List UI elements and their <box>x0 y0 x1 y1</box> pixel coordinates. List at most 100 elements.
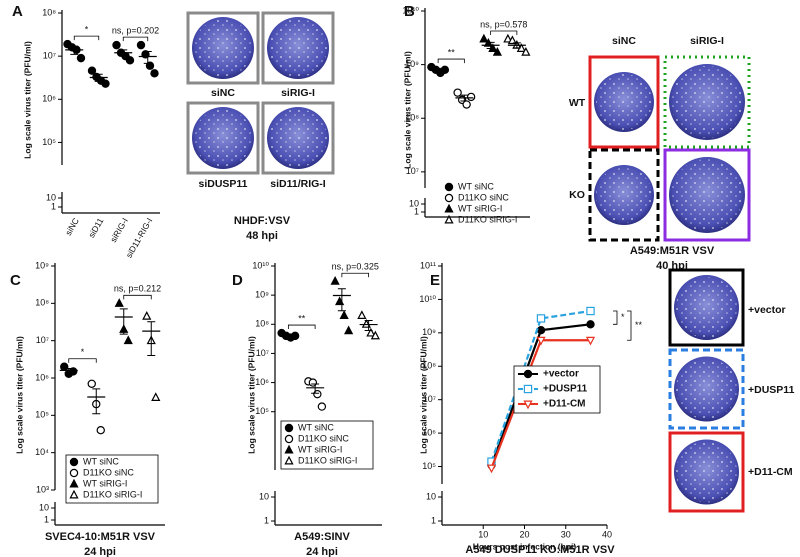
y-tick-label: 10⁸ <box>255 319 269 329</box>
y-tick-label: 1 <box>264 515 269 525</box>
legend-marker <box>444 193 454 203</box>
plate-frame <box>186 11 260 85</box>
significance-bracket <box>490 30 518 36</box>
legend-label: WT siRIG-I <box>83 478 127 488</box>
data-point <box>453 88 462 97</box>
data-point <box>101 79 110 88</box>
data-point <box>151 392 161 402</box>
error-bar <box>119 308 128 335</box>
data-point <box>486 464 497 474</box>
legend-label: +vector <box>543 369 579 380</box>
y-tick-label: 1 <box>44 514 49 524</box>
x-tick-label: 20 <box>519 529 529 539</box>
plate-plaques <box>676 358 737 420</box>
significance-label: ** <box>448 47 456 57</box>
data-point <box>536 314 546 323</box>
significance-label: * <box>621 312 625 322</box>
legend-label: +DUSP11 <box>543 384 588 395</box>
plate-label: +DUSP11 <box>748 384 795 396</box>
significance-bracket <box>437 58 465 64</box>
plate-frame <box>663 148 751 242</box>
legend-marker <box>284 455 294 465</box>
y-tick-label: 10⁸ <box>35 298 49 308</box>
data-point <box>87 66 97 75</box>
x-tick-label: siNC <box>63 216 81 237</box>
y-tick-label: 10⁹ <box>255 290 269 300</box>
caption: 24 hpi <box>84 546 116 557</box>
y-tick-label: 10⁵ <box>422 461 436 471</box>
y-tick-label: 10 <box>259 491 269 501</box>
y-tick-label: 10⁶ <box>255 377 269 387</box>
y-tick-label: 10⁹ <box>35 260 49 270</box>
plate-label: siNC <box>612 35 636 47</box>
legend-marker <box>69 489 79 499</box>
error-bar <box>364 319 373 332</box>
significance-bracket <box>73 35 100 41</box>
plate-plaques <box>671 159 743 231</box>
legend-label: WT siRIG-I <box>458 203 502 213</box>
data-point <box>317 402 327 411</box>
panel-letter: B <box>404 3 415 20</box>
x-tick-label: 40 <box>602 529 612 539</box>
y-tick-label: 10 <box>46 192 56 202</box>
error-bar <box>512 42 521 49</box>
plate-plaques <box>269 19 327 77</box>
caption: A549 DUSP11 KO:M51R VSV <box>465 544 615 556</box>
y-axis-label: Log scale virus titer (PFU/ml) <box>246 336 256 454</box>
panel-letter: D <box>232 272 243 289</box>
y-tick-label: 10⁸ <box>42 7 56 17</box>
y-tick-label: 1 <box>51 201 56 211</box>
significance-label: * <box>81 347 85 357</box>
y-tick-label: 10³ <box>36 484 49 494</box>
error-bar <box>147 321 156 357</box>
y-tick-label: 10¹⁰ <box>402 5 419 15</box>
legend-label: WT siRIG-I <box>298 444 342 454</box>
plate-label: KO <box>569 189 585 201</box>
data-point <box>142 311 152 320</box>
error-bar <box>70 45 79 55</box>
error-bar <box>143 51 152 64</box>
plate-label: siRIG-I <box>281 87 315 99</box>
error-bar <box>460 94 469 102</box>
significance-bracket <box>123 294 152 300</box>
y-tick-label: 10⁸ <box>422 361 436 371</box>
error-bar <box>119 49 128 57</box>
significance-label: ns, p=0.578 <box>480 19 527 29</box>
legend-marker <box>284 434 294 444</box>
data-point <box>507 35 517 45</box>
legend-marker <box>523 369 533 379</box>
data-point <box>586 320 595 329</box>
y-tick-label: 10¹⁰ <box>419 294 436 304</box>
panel-letter: A <box>12 3 23 20</box>
plate-label: siNC <box>211 87 235 99</box>
data-point <box>521 47 531 56</box>
y-tick-label: 10⁷ <box>423 394 436 404</box>
x-axis-label: Hours post infection (hpi) <box>473 541 577 551</box>
plate-plaques <box>194 19 252 77</box>
legend-marker <box>69 468 79 478</box>
significance-bracket <box>122 36 149 42</box>
legend-marker <box>444 214 454 224</box>
legend-label: WT siNC <box>83 456 119 466</box>
significance-bracket <box>613 310 618 325</box>
y-axis-label: Log scale virus titer (PFU/ml) <box>418 336 428 454</box>
data-point <box>87 379 96 388</box>
error-bar <box>94 73 103 82</box>
y-tick-label: 10⁷ <box>256 348 269 358</box>
y-tick-label: 10 <box>409 198 419 208</box>
y-tick-label: 10⁷ <box>36 335 49 345</box>
y-tick-label: 10⁵ <box>42 137 56 147</box>
error-bar <box>92 388 101 415</box>
significance-label: ns, p=0.325 <box>332 262 379 272</box>
y-tick-label: 1 <box>431 515 436 525</box>
data-point <box>339 310 349 319</box>
plate-frame <box>668 268 745 347</box>
data-point <box>344 325 354 335</box>
legend-label: D11KO siRIG-I <box>458 214 517 224</box>
caption: 24 hpi <box>306 546 338 557</box>
error-bar <box>337 288 346 312</box>
plate-frame <box>261 101 335 175</box>
plate-frame <box>588 148 660 242</box>
